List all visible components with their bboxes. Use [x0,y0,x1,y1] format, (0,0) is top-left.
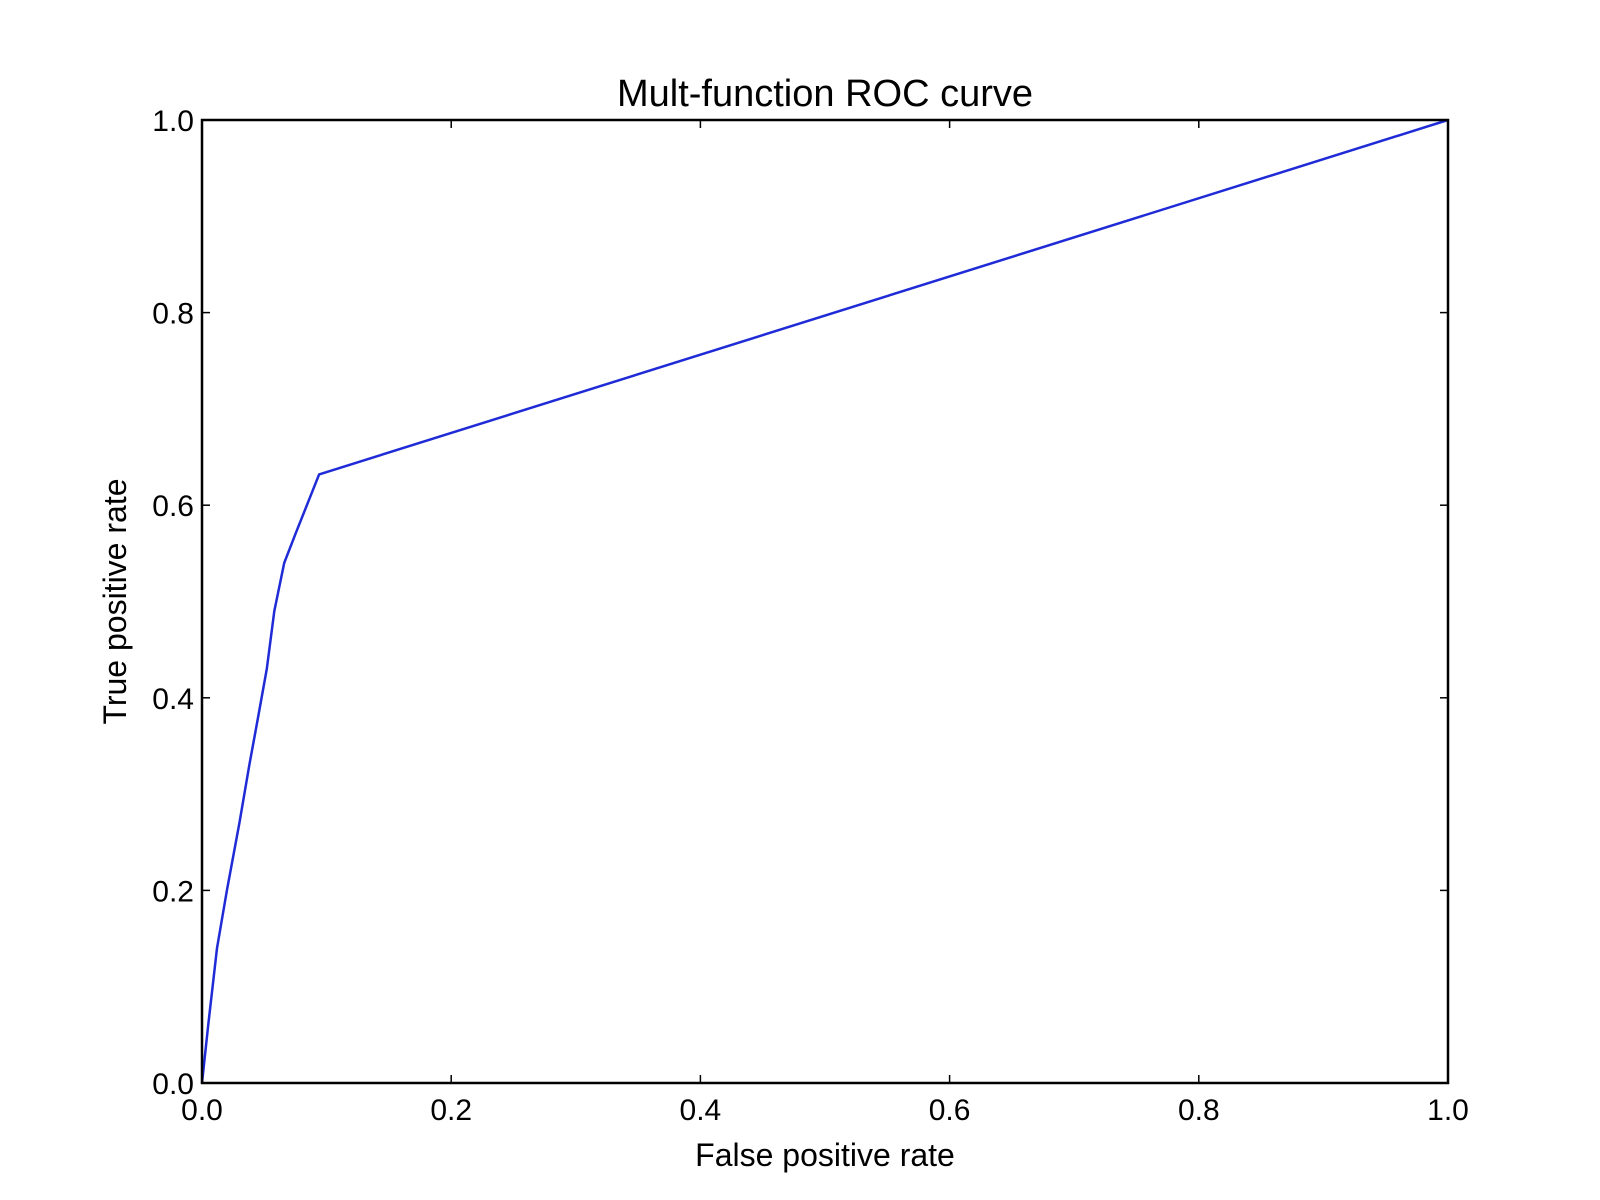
tick-labels: 0.0 0.2 0.4 0.6 0.8 1.0 0.0 0.2 0.4 0.6 0.8 1.0 [152,105,1469,1127]
x-tick-label-0: 0.0 [181,1094,223,1127]
x-tick-label-5: 1.0 [1427,1094,1469,1127]
plot-lines [200,118,1449,1084]
x-tick-label-4: 0.8 [1178,1094,1220,1127]
chart-title: Mult-function ROC curve [617,73,1033,115]
y-tick-label-2: 0.4 [152,683,194,716]
y-tick-label-5: 1.0 [152,105,194,138]
y-tick-label-1: 0.2 [152,875,194,908]
x-tick-label-3: 0.6 [929,1094,971,1127]
y-tick-label-4: 0.8 [152,298,194,331]
x-axis-title: False positive rate [695,1137,955,1173]
tick-marks [201,119,1449,1084]
y-tick-label-3: 0.6 [152,490,194,523]
x-tick-label-1: 0.2 [430,1094,472,1127]
x-tick-label-2: 0.4 [680,1094,722,1127]
plot-frame [200,118,1450,1085]
y-axis-title: True positive rate [97,478,133,724]
y-tick-label-0: 0.0 [152,1068,194,1101]
roc-series-line-0 [200,118,1449,1084]
